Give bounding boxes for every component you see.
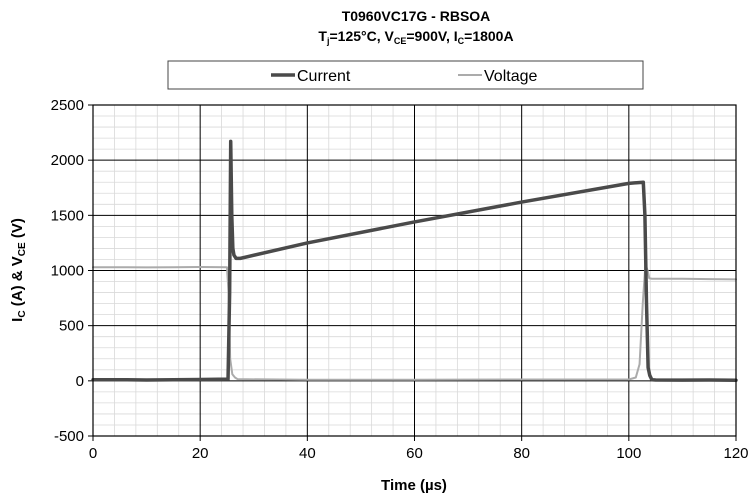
x-tick-labels: 0 20 40 60 80 100 120	[89, 445, 749, 462]
chart-subtitle: Tj=125°C, VCE=900V, IC=1800A	[318, 28, 513, 46]
plot-area	[92, 104, 737, 437]
x-tick-label: 80	[513, 445, 530, 462]
y-tick-label: 1500	[51, 207, 84, 224]
x-tick-label: 120	[723, 445, 748, 462]
legend-box	[167, 60, 644, 90]
legend: Current Voltage	[167, 60, 644, 90]
y-tick-label: 2000	[51, 152, 84, 169]
x-tick-label: 40	[299, 445, 316, 462]
y-tick-label: 1000	[51, 263, 84, 280]
y-axis-label: IC (A) & VCE (V)	[9, 218, 28, 322]
legend-voltage-label: Voltage	[484, 68, 537, 85]
y-tick-label: -500	[54, 428, 84, 445]
x-axis-label: Time (µs)	[381, 477, 447, 494]
chart-title: T0960VC17G - RBSOA	[342, 8, 491, 24]
series-lines	[91, 139, 738, 383]
y-tick-label: 0	[76, 373, 84, 390]
x-tick-label: 0	[89, 445, 97, 462]
series-line-current	[91, 139, 738, 383]
x-tick-label: 60	[406, 445, 423, 462]
y-tick-labels: -500 0 500 1000 1500 2000 2500	[51, 97, 84, 445]
series-line-voltage	[92, 262, 737, 381]
y-tick-label: 500	[59, 318, 84, 335]
y-tick-label: 2500	[51, 97, 84, 114]
legend-current-label: Current	[297, 68, 351, 85]
x-tick-label: 100	[616, 445, 641, 462]
x-tick-label: 20	[192, 445, 209, 462]
